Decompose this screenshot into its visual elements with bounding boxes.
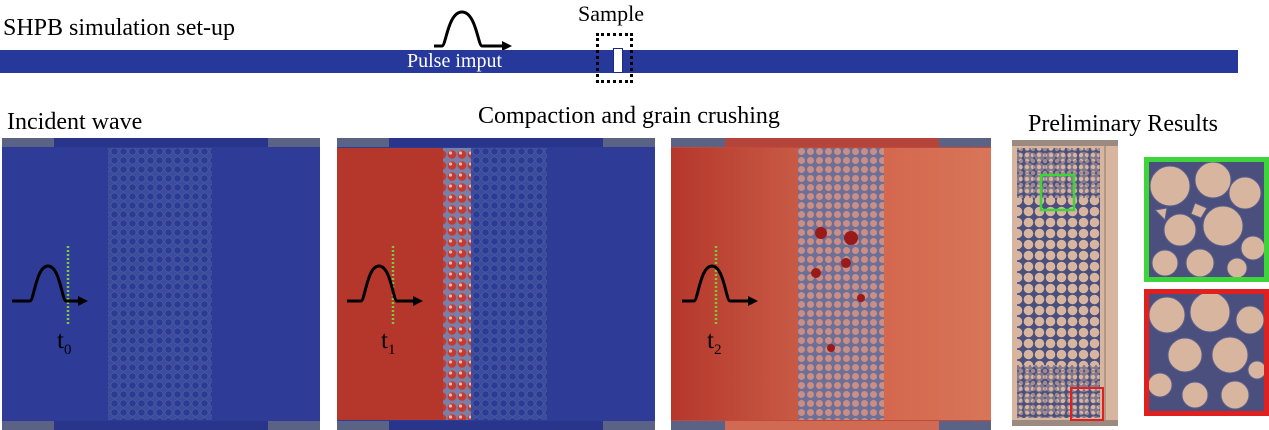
wave-symbol-t0 [12,246,88,326]
time-label-t2: t2 [707,327,722,358]
granular-sample [108,148,212,420]
crushed-specimen-image [1012,140,1118,426]
preliminary-results-heading: Preliminary Results [1028,111,1218,137]
zoom-region-green [1039,173,1076,212]
panel-incident-wave [2,138,320,430]
time-label-t1: t1 [381,327,396,358]
wave-symbol-t1 [347,246,423,326]
pulse-input-label: Pulse imput [407,50,503,72]
time-label-t0: t0 [57,327,72,358]
zoom-inset-red [1144,289,1269,416]
wave-symbol-t2 [682,246,758,326]
incident-wave-heading: Incident wave [7,109,143,135]
sample-highlight-box [596,33,633,83]
sample-label: Sample [578,1,644,26]
compaction-front [443,148,471,420]
zoom-region-red [1070,387,1104,421]
sample-specimen [613,48,623,73]
crushed-sample [798,148,884,420]
zoom-inset-green [1144,157,1269,282]
compaction-heading: Compaction and grain crushing [478,103,780,129]
pulse-icon [434,10,512,51]
setup-title: SHPB simulation set-up [3,15,236,41]
